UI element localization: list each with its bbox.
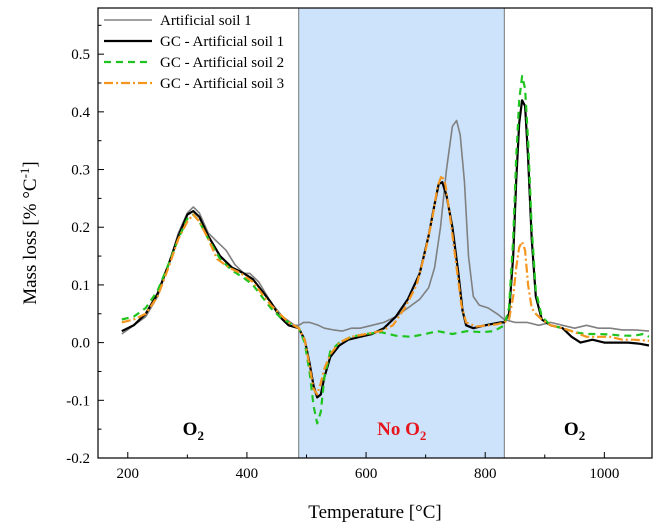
y-tick-label: 0.2 (71, 220, 90, 236)
x-axis: 200 400 600 800 1000 (117, 452, 619, 482)
x-tick-label: 1000 (589, 466, 619, 482)
y-axis-title-superscript: -1 (17, 168, 32, 179)
plot-area-frame (97, 7, 653, 459)
legend-label-3: GC - Artificial soil 2 (160, 55, 284, 71)
legend: Artificial soil 1 GC - Artificial soil 1 G… (104, 13, 284, 92)
y-axis-title-end: ] (20, 161, 41, 167)
y-tick-label: 0.3 (71, 163, 90, 179)
y-tick-label: 0.1 (71, 278, 90, 294)
y-axis: -0.2 -0.1 0.0 0.1 0.2 0.3 0.4 0.5 (66, 24, 104, 467)
x-tick-label: 800 (474, 466, 497, 482)
region-labels: O2 No O2 O2 (183, 419, 586, 443)
region-label-no-o2: No O2 (377, 419, 426, 443)
y-axis-title: Mass loss [% °C-1] (17, 161, 41, 305)
legend-label-4: GC - Artificial soil 3 (160, 76, 284, 92)
legend-label-1: Artificial soil 1 (160, 13, 252, 29)
series-line-4 (121, 174, 650, 396)
y-tick-label: -0.2 (66, 451, 90, 467)
region-label-o2-left: O2 (183, 419, 204, 443)
x-tick-label: 200 (117, 466, 140, 482)
y-tick-label: 0.0 (71, 336, 90, 352)
y-tick-label: 0.5 (71, 47, 90, 63)
x-tick-label: 400 (236, 466, 259, 482)
y-axis-title-main: Mass loss [% °C (20, 178, 41, 304)
x-axis-title: Temperature [°C] (308, 502, 441, 523)
series-line-1 (121, 119, 650, 335)
y-tick-label: 0.4 (71, 105, 90, 121)
legend-label-2: GC - Artificial soil 1 (160, 34, 284, 50)
y-tick-label: -0.1 (66, 393, 90, 409)
region-label-o2-right: O2 (564, 419, 585, 443)
x-tick-label: 600 (355, 466, 378, 482)
no-oxygen-shaded-region (298, 7, 505, 459)
series-layer (121, 75, 650, 425)
